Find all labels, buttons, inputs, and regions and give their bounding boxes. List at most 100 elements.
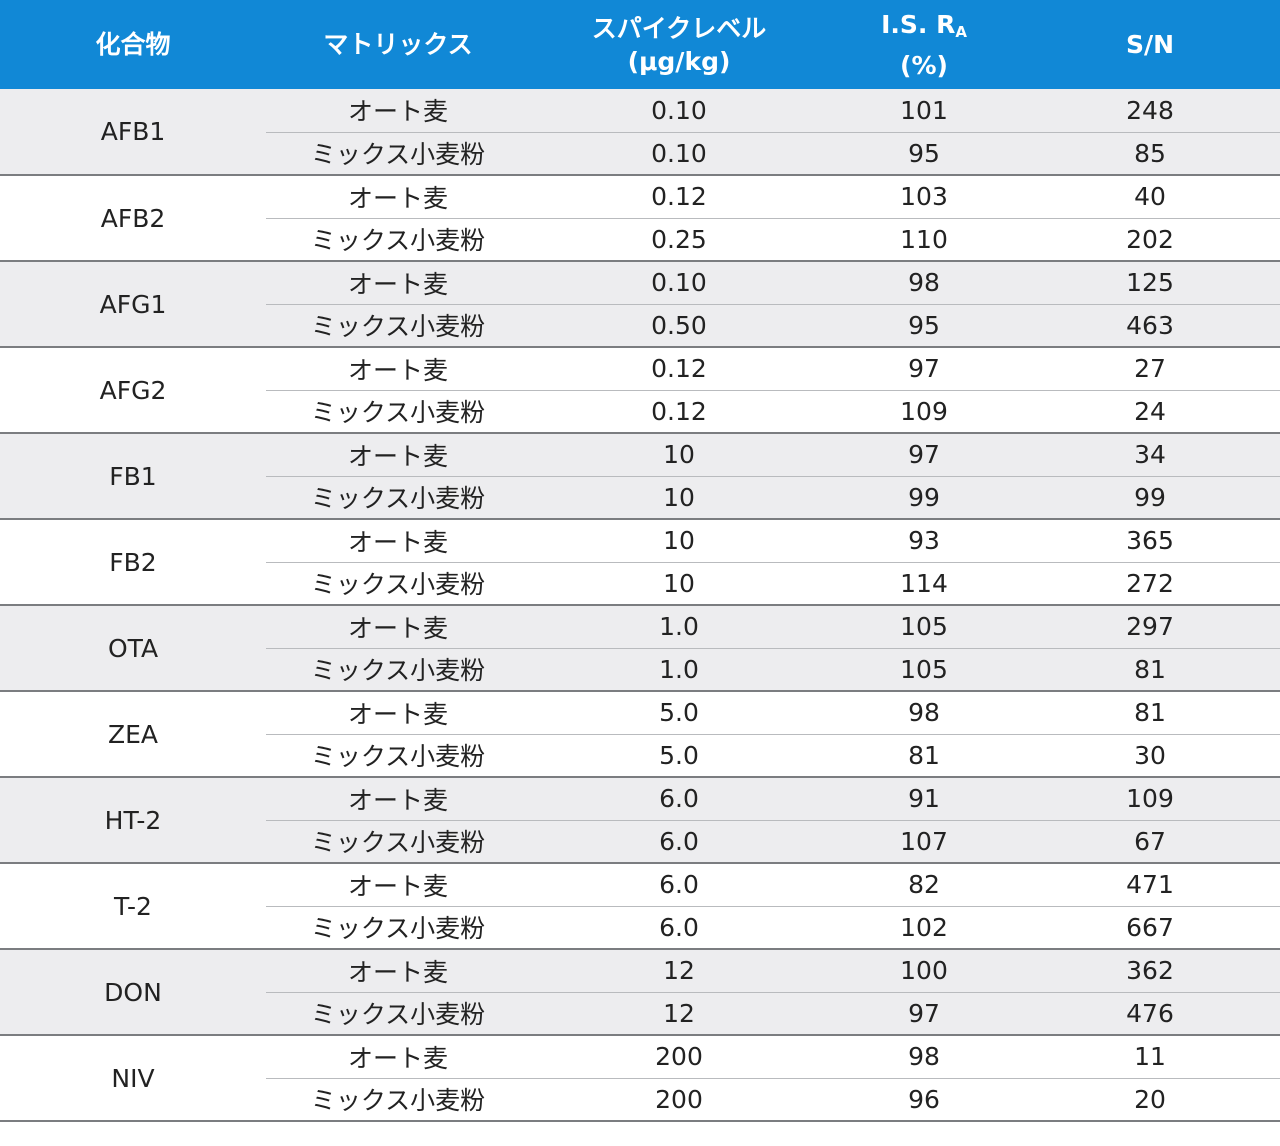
table-row: DON オート麦 12 100 362 (0, 949, 1280, 1036)
sn-cell: 99 (1020, 476, 1280, 520)
matrix-cell: ミックス小麦粉 (266, 304, 530, 348)
sn-cell: 81 (1020, 648, 1280, 692)
results-table: 化合物 マトリックス スパイクレベル (μg/kg) I.S. RA (%) S… (0, 0, 1280, 1122)
is-ra-cell: 95 (828, 304, 1020, 348)
sn-cell: 20 (1020, 1078, 1280, 1122)
matrix-cell: ミックス小麦粉 (266, 820, 530, 864)
table-row: FB2 オート麦 10 93 365 (0, 519, 1280, 606)
spike-level-cell: 10 (530, 562, 828, 606)
spike-level-cell: 12 (530, 992, 828, 1036)
compound-cell: FB1 (0, 433, 266, 520)
is-ra-cell: 95 (828, 132, 1020, 176)
table-row: ミックス小麦粉 200 96 20 (0, 1078, 1280, 1122)
is-ra-cell: 91 (828, 777, 1020, 821)
matrix-cell: ミックス小麦粉 (266, 992, 530, 1036)
compound-cell: ZEA (0, 691, 266, 778)
table-row: ミックス小麦粉 6.0 107 67 (0, 820, 1280, 864)
is-ra-cell: 96 (828, 1078, 1020, 1122)
table-row: ミックス小麦粉 0.50 95 463 (0, 304, 1280, 348)
table-header: 化合物 マトリックス スパイクレベル (μg/kg) I.S. RA (%) S… (0, 0, 1280, 89)
matrix-cell: オート麦 (266, 433, 530, 477)
matrix-cell: オート麦 (266, 777, 530, 821)
table-row: AFB1 オート麦 0.10 101 248 (0, 89, 1280, 176)
is-ra-cell: 93 (828, 519, 1020, 563)
matrix-cell: ミックス小麦粉 (266, 1078, 530, 1122)
table-row: ミックス小麦粉 1.0 105 81 (0, 648, 1280, 692)
matrix-cell: オート麦 (266, 347, 530, 391)
table-row: ミックス小麦粉 0.12 109 24 (0, 390, 1280, 434)
spike-level-cell: 6.0 (530, 906, 828, 950)
is-ra-cell: 105 (828, 605, 1020, 649)
compound-cell: AFB1 (0, 89, 266, 176)
matrix-cell: オート麦 (266, 605, 530, 649)
sn-cell: 85 (1020, 132, 1280, 176)
is-ra-cell: 99 (828, 476, 1020, 520)
spike-level-cell: 6.0 (530, 820, 828, 864)
is-ra-cell: 100 (828, 949, 1020, 993)
sn-cell: 667 (1020, 906, 1280, 950)
is-ra-cell: 98 (828, 691, 1020, 735)
header-matrix: マトリックス (266, 0, 530, 89)
sn-cell: 272 (1020, 562, 1280, 606)
table-row: AFG1 オート麦 0.10 98 125 (0, 261, 1280, 348)
table-row: NIV オート麦 200 98 11 (0, 1035, 1280, 1122)
matrix-cell: オート麦 (266, 691, 530, 735)
compound-cell: OTA (0, 605, 266, 692)
sn-cell: 24 (1020, 390, 1280, 434)
sn-cell: 365 (1020, 519, 1280, 563)
spike-level-cell: 10 (530, 519, 828, 563)
matrix-cell: オート麦 (266, 1035, 530, 1079)
is-ra-cell: 105 (828, 648, 1020, 692)
is-ra-cell: 101 (828, 89, 1020, 133)
spike-level-cell: 0.25 (530, 218, 828, 262)
matrix-cell: オート麦 (266, 175, 530, 219)
header-sn: S/N (1020, 0, 1280, 89)
compound-cell: AFG1 (0, 261, 266, 348)
spike-level-cell: 200 (530, 1078, 828, 1122)
header-matrix-label: マトリックス (323, 30, 473, 59)
spike-level-cell: 0.50 (530, 304, 828, 348)
is-ra-cell: 102 (828, 906, 1020, 950)
compound-cell: AFG2 (0, 347, 266, 434)
sn-cell: 81 (1020, 691, 1280, 735)
matrix-cell: ミックス小麦粉 (266, 218, 530, 262)
spike-level-cell: 1.0 (530, 605, 828, 649)
header-is-ra-label: I.S. R (881, 9, 956, 39)
header-is-ra-unit: (%) (900, 50, 948, 80)
sn-cell: 67 (1020, 820, 1280, 864)
is-ra-cell: 98 (828, 261, 1020, 305)
matrix-cell: ミックス小麦粉 (266, 648, 530, 692)
is-ra-cell: 109 (828, 390, 1020, 434)
sn-cell: 27 (1020, 347, 1280, 391)
compound-cell: T-2 (0, 863, 266, 950)
compound-cell: HT-2 (0, 777, 266, 864)
table-row: T-2 オート麦 6.0 82 471 (0, 863, 1280, 950)
table-row: OTA オート麦 1.0 105 297 (0, 605, 1280, 692)
table-row: HT-2 オート麦 6.0 91 109 (0, 777, 1280, 864)
header-is-ra-line: I.S. RA (828, 8, 1020, 49)
matrix-cell: オート麦 (266, 89, 530, 133)
header-spike-level: スパイクレベル (μg/kg) (530, 0, 828, 89)
spike-level-cell: 0.12 (530, 390, 828, 434)
header-compound-label: 化合物 (95, 30, 171, 59)
matrix-cell: ミックス小麦粉 (266, 476, 530, 520)
table-row: ミックス小麦粉 0.25 110 202 (0, 218, 1280, 262)
is-ra-cell: 82 (828, 863, 1020, 907)
matrix-cell: オート麦 (266, 863, 530, 907)
table-row: ミックス小麦粉 12 97 476 (0, 992, 1280, 1036)
sn-cell: 40 (1020, 175, 1280, 219)
spike-level-cell: 0.12 (530, 347, 828, 391)
spike-level-cell: 12 (530, 949, 828, 993)
table-row: ミックス小麦粉 5.0 81 30 (0, 734, 1280, 778)
sn-cell: 476 (1020, 992, 1280, 1036)
sn-cell: 362 (1020, 949, 1280, 993)
spike-level-cell: 6.0 (530, 863, 828, 907)
is-ra-cell: 98 (828, 1035, 1020, 1079)
spike-level-cell: 5.0 (530, 691, 828, 735)
sn-cell: 11 (1020, 1035, 1280, 1079)
matrix-cell: オート麦 (266, 261, 530, 305)
matrix-cell: ミックス小麦粉 (266, 132, 530, 176)
sn-cell: 34 (1020, 433, 1280, 477)
spike-level-cell: 0.12 (530, 175, 828, 219)
compound-cell: AFB2 (0, 175, 266, 262)
